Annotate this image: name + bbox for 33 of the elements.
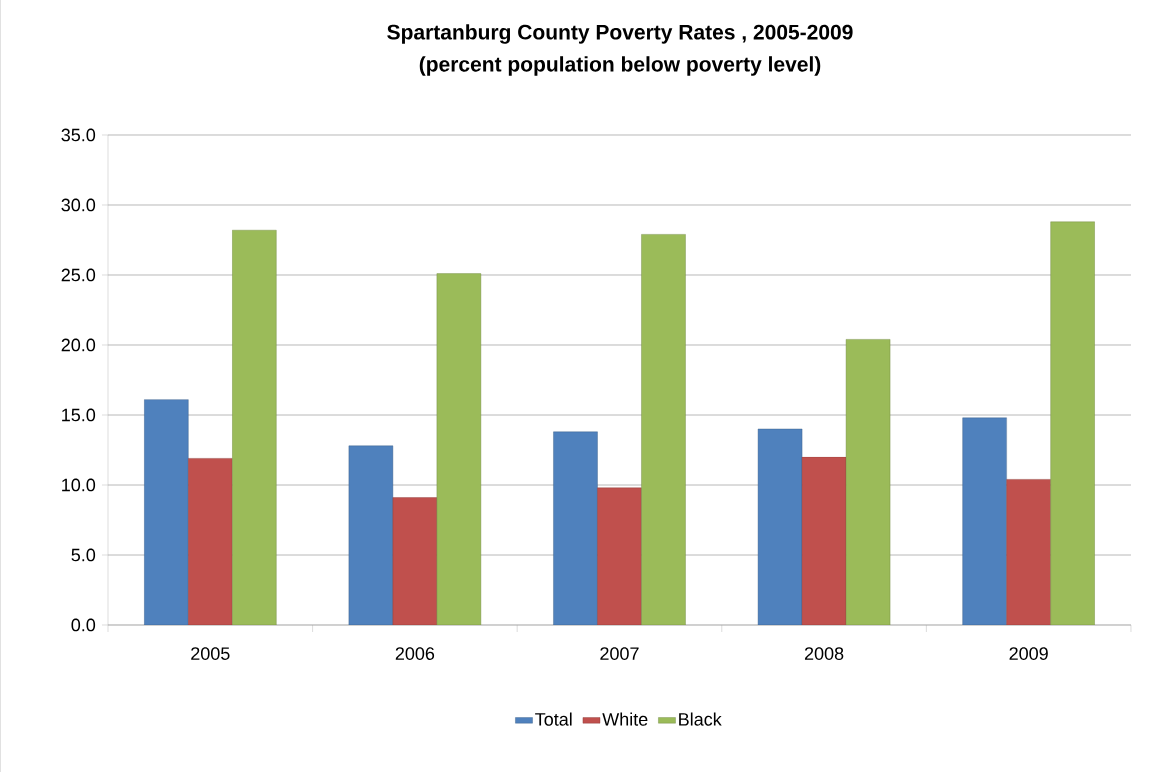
y-tick-label: 0.0 <box>71 618 96 632</box>
x-tick-label: 2005 <box>191 647 230 660</box>
legend-label: White <box>602 712 648 726</box>
legend-label: Total <box>535 712 572 726</box>
bar <box>962 417 1007 625</box>
y-tick-label: 5.0 <box>71 548 96 562</box>
bar <box>144 399 189 625</box>
bar <box>597 487 642 625</box>
bar <box>392 497 438 625</box>
y-tick-label: 30.0 <box>61 198 96 212</box>
bar <box>801 456 847 625</box>
x-tick-label: 2009 <box>1009 647 1048 660</box>
x-tick-label: 2007 <box>600 647 639 660</box>
bar <box>641 234 686 625</box>
chart-title: Spartanburg County Poverty Rates , 2005-2009 <box>387 24 853 44</box>
bar <box>1006 479 1051 625</box>
bar <box>845 339 891 625</box>
y-tick-label: 10.0 <box>62 478 96 492</box>
chart-subtitle: (percent population below poverty level) <box>419 56 821 76</box>
y-tick-label: 20.0 <box>61 338 96 352</box>
bar <box>757 428 803 625</box>
y-tick-label: 35.0 <box>61 128 96 142</box>
x-tick-label: 2006 <box>395 647 435 660</box>
x-tick-label: 2008 <box>804 647 844 660</box>
y-tick-label: 15.0 <box>62 408 96 422</box>
bar <box>348 445 394 625</box>
bar <box>232 230 277 625</box>
bar <box>553 431 598 625</box>
y-tick-label: 25.0 <box>61 268 96 282</box>
bar <box>188 458 233 625</box>
legend-label: Black <box>679 712 722 726</box>
bar <box>1050 221 1095 625</box>
bar <box>436 273 482 625</box>
